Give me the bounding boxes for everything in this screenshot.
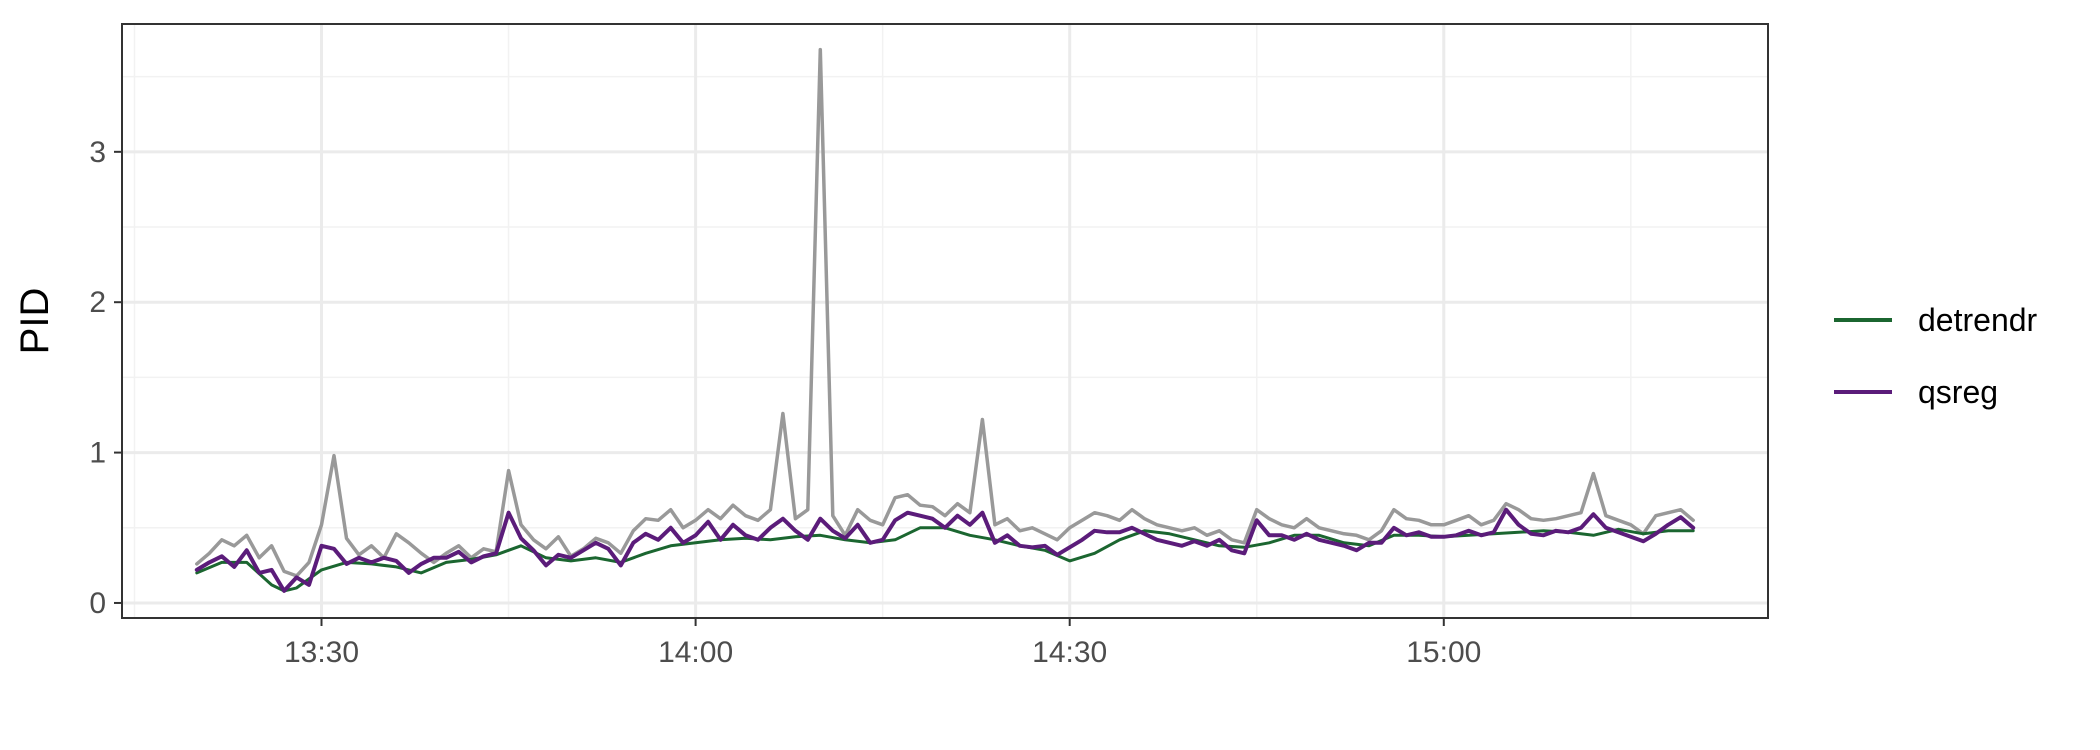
plot-panel-border: [121, 23, 1769, 619]
x-tick-label: 13:30: [284, 636, 359, 669]
legend-label-detrendr: detrendr: [1918, 302, 2038, 338]
x-tick-label: 14:00: [658, 636, 733, 669]
y-tick-label: 3: [89, 136, 106, 169]
legend-label-qsreg: qsreg: [1918, 374, 1998, 410]
x-tick-label: 14:30: [1032, 636, 1107, 669]
y-tick-label: 0: [89, 587, 106, 620]
x-tick-label: 15:00: [1406, 636, 1481, 669]
y-axis: 0 1 2 3: [89, 136, 122, 620]
raw-series-line: [195, 47, 1695, 578]
y-tick-label: 2: [89, 286, 106, 319]
minor-gridlines: [122, 24, 1768, 618]
qsreg-series-line: [194, 507, 1696, 593]
y-axis-title: PID: [13, 288, 57, 355]
x-axis: 13:30 14:00 14:30 15:00: [284, 618, 1481, 669]
major-gridlines: [122, 24, 1768, 618]
legend: detrendr qsreg: [1834, 302, 2038, 410]
y-tick-label: 1: [89, 437, 106, 470]
series-layer: [194, 47, 1696, 593]
